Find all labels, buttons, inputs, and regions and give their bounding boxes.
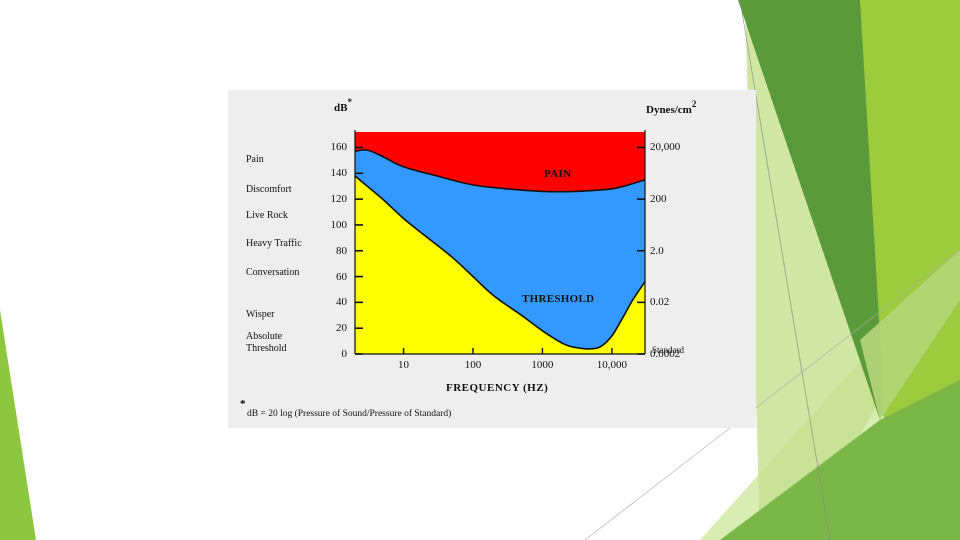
sound-level-label: Absolute Threshold <box>246 330 287 354</box>
sound-level-label: Live Rock <box>246 209 288 221</box>
x-tick-label: 1000 <box>531 359 554 371</box>
pain-threshold-curve <box>354 149 646 193</box>
y-right-unit-label: Dynes/cm2 <box>646 99 697 116</box>
sound-level-label: Pain <box>246 154 264 166</box>
y-left-tick-label: 80 <box>336 244 347 257</box>
y-left-tick-label: 60 <box>336 270 347 283</box>
x-tick-label: 100 <box>464 359 482 371</box>
deco-thin-line-2 <box>584 249 960 540</box>
y-left-tick-label: 40 <box>336 296 347 309</box>
y-left-tick-label: 20 <box>336 322 347 335</box>
deco-left-sliver <box>0 310 36 540</box>
regions-group <box>355 132 645 354</box>
footnote-marker: * <box>240 398 246 410</box>
threshold-region-label: THRESHOLD <box>522 293 595 305</box>
sound-level-label: Wisper <box>246 309 275 321</box>
deco-pale-band <box>745 0 880 540</box>
deco-dark-band <box>738 0 900 420</box>
footnote: dB = 20 log (Pressure of Sound/Pressure … <box>247 409 452 419</box>
y-left-tick-label: 140 <box>330 167 348 180</box>
pain-region <box>355 132 645 192</box>
deco-bottom-pale <box>860 250 960 420</box>
y-left-tick-label: 0 <box>341 348 348 360</box>
hearing-region <box>355 149 645 349</box>
inaudible-region <box>355 175 645 354</box>
sound-level-figure: dB* Dynes/cm2 PAIN THRESHOLD Pain Discomf… <box>228 90 756 428</box>
hearing-threshold-curve <box>354 175 646 350</box>
curves-group <box>354 149 646 350</box>
sound-level-label: Discomfort <box>246 184 292 196</box>
y-left-tick-label: 100 <box>330 218 348 231</box>
deco-bottom-wedge <box>720 380 960 540</box>
y-right-tick-label: 0.0002 <box>650 348 681 360</box>
y-left-unit-label: dB* <box>334 97 352 114</box>
x-tick-label: 10,000 <box>596 359 627 371</box>
y-right-tick-label: 20,000 <box>650 141 681 154</box>
x-axis-label: FREQUENCY (HZ) <box>446 382 549 394</box>
y-left-tick-label: 160 <box>330 141 348 154</box>
y-right-tick-label: 2.0 <box>650 244 664 257</box>
pain-region-label: PAIN <box>544 168 572 180</box>
sound-level-label: Heavy Traffic <box>246 238 302 250</box>
y-right-tick-label: 0.02 <box>650 296 670 309</box>
y-right-tick-label: 200 <box>650 193 667 206</box>
right-axis-standard-note: Standard <box>652 345 684 355</box>
sound-level-label: Conversation <box>246 266 300 278</box>
y-left-tick-label: 120 <box>330 193 348 206</box>
x-tick-label: 10 <box>398 359 410 371</box>
chart-svg <box>354 130 646 355</box>
axes-group <box>354 130 646 355</box>
